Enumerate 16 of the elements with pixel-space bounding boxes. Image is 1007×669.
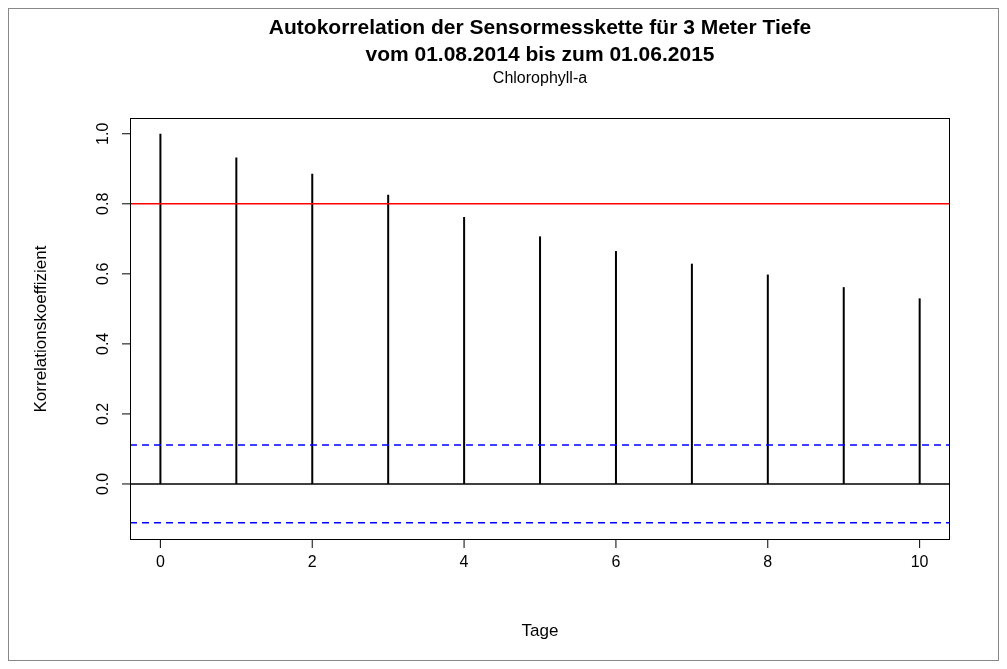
- x-tick-label: 10: [910, 553, 929, 571]
- x-tick-label: 6: [611, 553, 621, 571]
- y-tick-label: 0.0: [94, 472, 111, 496]
- y-tick-label: 0.8: [94, 192, 111, 215]
- x-axis-title: Tage: [520, 621, 560, 641]
- y-tick-label: 1.0: [94, 122, 111, 145]
- x-tick-label: 2: [307, 553, 317, 571]
- y-axis-title: Korrelationskoeffizient: [31, 245, 51, 413]
- y-tick-label: 0.2: [94, 402, 111, 426]
- chart-title: Autokorrelation der Sensormesskette für 3 Meter Tiefe vom 01.08.2014 bis zum 01.06.2015: [267, 14, 813, 67]
- x-tick-label: 4: [459, 553, 469, 571]
- chart-subtitle: Chlorophyll-a: [491, 69, 589, 87]
- y-tick-label: 0.4: [94, 332, 111, 356]
- x-tick-label: 8: [763, 553, 773, 571]
- x-tick-label: 0: [155, 553, 165, 571]
- y-tick-label: 0.6: [94, 262, 111, 285]
